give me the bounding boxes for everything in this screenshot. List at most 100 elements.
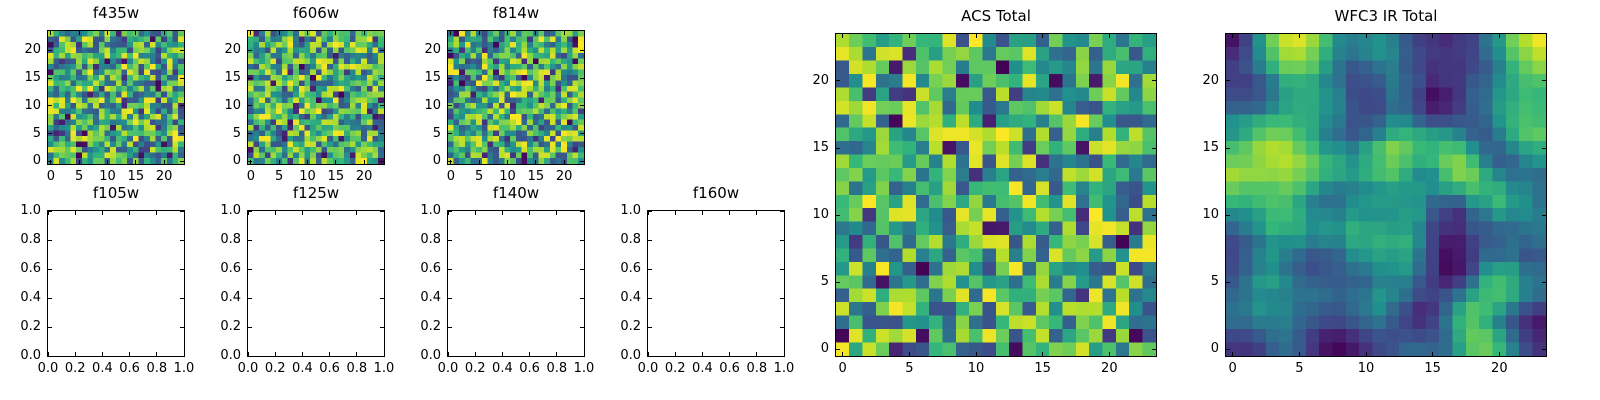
- y-tick-label: 15: [1202, 140, 1219, 156]
- y-tick-label: 0: [820, 341, 829, 357]
- tick-mark: [648, 211, 649, 215]
- x-tick-label: 20: [355, 169, 373, 184]
- tick-mark: [156, 211, 158, 215]
- x-tick-label: 10: [1357, 361, 1375, 376]
- x-tick-label: 0.0: [237, 361, 259, 376]
- tick-mark: [163, 31, 165, 35]
- x-tick-label: 0.6: [119, 361, 140, 376]
- tick-mark: [278, 160, 280, 164]
- tick-mark: [1432, 34, 1434, 38]
- y-tick-label: 1.0: [420, 203, 441, 218]
- tick-mark: [450, 160, 452, 164]
- tick-mark: [248, 297, 252, 299]
- tick-mark: [648, 352, 649, 356]
- tick-mark: [163, 160, 165, 164]
- y-tick-label: 0.0: [420, 348, 441, 363]
- tick-mark: [474, 352, 476, 356]
- tick-mark: [1226, 147, 1230, 149]
- y-tick-label: 0: [432, 153, 441, 169]
- y-tick-label: 0.4: [620, 290, 641, 305]
- tick-mark: [356, 211, 358, 215]
- tick-mark: [48, 239, 52, 241]
- y-tick-label: 15: [424, 70, 441, 86]
- tick-mark: [1152, 281, 1156, 283]
- tick-mark: [583, 211, 584, 215]
- heatmap-image-acs_total: [836, 34, 1156, 356]
- tick-mark: [1365, 352, 1367, 356]
- y-tick-label: 0: [32, 153, 41, 169]
- tick-mark: [836, 348, 840, 350]
- tick-mark: [363, 160, 365, 164]
- x-tick-label: 0.8: [746, 361, 768, 376]
- tick-mark: [48, 355, 52, 356]
- tick-mark: [380, 105, 384, 107]
- tick-mark: [48, 211, 49, 215]
- tick-mark: [248, 268, 252, 270]
- tick-mark: [908, 34, 910, 38]
- tick-mark: [780, 326, 784, 328]
- tick-mark: [301, 211, 303, 215]
- tick-mark: [729, 352, 731, 356]
- x-tick-label: 1.0: [373, 361, 395, 376]
- tick-mark: [48, 133, 52, 135]
- tick-mark: [580, 355, 584, 356]
- panel-title-f105w: f105w: [92, 184, 140, 202]
- tick-mark: [380, 49, 384, 51]
- tick-mark: [335, 160, 337, 164]
- tick-mark: [529, 352, 531, 356]
- y-tick-label: 5: [820, 274, 829, 290]
- tick-mark: [50, 160, 52, 164]
- heatmap-image-f606w: [248, 31, 384, 164]
- tick-mark: [180, 49, 184, 51]
- tick-mark: [563, 31, 565, 35]
- tick-mark: [107, 160, 108, 164]
- tick-mark: [975, 34, 977, 38]
- y-tick-label: 1.0: [220, 203, 241, 218]
- tick-mark: [1152, 348, 1156, 350]
- tick-mark: [701, 211, 703, 215]
- tick-mark: [448, 211, 449, 215]
- tick-mark: [580, 239, 584, 241]
- tick-mark: [180, 355, 184, 356]
- tick-mark: [180, 77, 184, 79]
- y-tick-label: 1.0: [20, 203, 41, 218]
- tick-mark: [1226, 214, 1230, 216]
- tick-mark: [1498, 34, 1500, 38]
- tick-mark: [563, 160, 565, 164]
- tick-mark: [780, 355, 784, 356]
- y-tick-label: 0: [232, 153, 241, 169]
- tick-mark: [580, 49, 584, 51]
- plot-area-f140w: [447, 210, 585, 357]
- x-tick-label: 0.2: [664, 361, 686, 376]
- tick-mark: [842, 34, 844, 38]
- tick-mark: [248, 239, 252, 241]
- plot-area-f814w: [447, 30, 585, 165]
- x-tick-label: 0.2: [264, 361, 286, 376]
- x-tick-label: 20: [1101, 361, 1118, 376]
- tick-mark: [180, 105, 184, 107]
- y-tick-label: 10: [424, 97, 441, 113]
- tick-mark: [580, 211, 584, 212]
- tick-mark: [1152, 214, 1156, 216]
- tick-mark: [674, 352, 676, 356]
- tick-mark: [1226, 80, 1230, 82]
- tick-mark: [448, 77, 452, 79]
- tick-mark: [1298, 34, 1300, 38]
- x-tick-label: 0.8: [346, 361, 368, 376]
- x-tick-label: 15: [1034, 361, 1051, 376]
- y-tick-label: 0.0: [20, 348, 41, 363]
- tick-mark: [180, 160, 184, 162]
- tick-mark: [756, 352, 758, 356]
- tick-mark: [783, 352, 784, 356]
- plot-area-wfc3_ir_total: [1225, 33, 1547, 357]
- tick-mark: [1232, 34, 1234, 38]
- plot-area-acs_total: [835, 33, 1157, 357]
- tick-mark: [78, 31, 80, 35]
- tick-mark: [780, 239, 784, 241]
- tick-mark: [1542, 281, 1546, 283]
- tick-mark: [48, 160, 52, 162]
- tick-mark: [450, 31, 452, 35]
- plot-area-f105w: [47, 210, 185, 357]
- tick-mark: [1542, 348, 1546, 350]
